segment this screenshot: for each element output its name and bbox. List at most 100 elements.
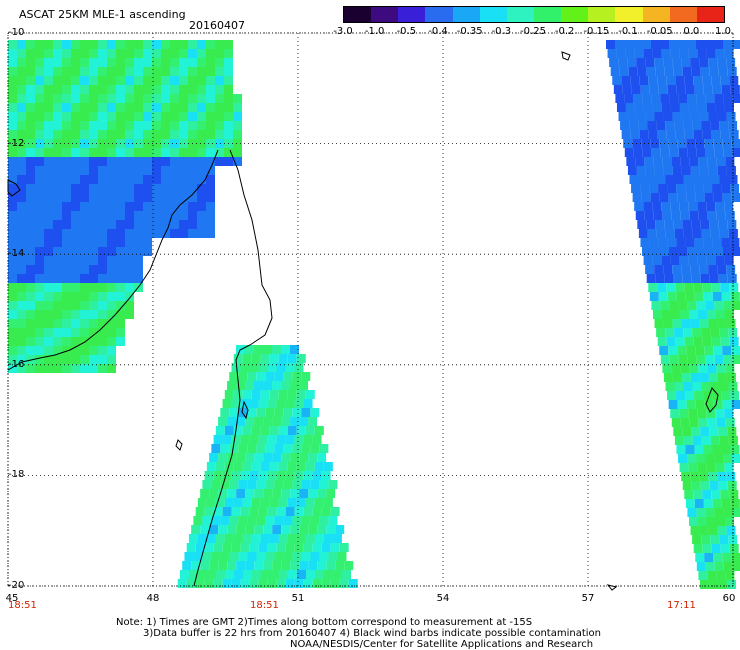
- swath-cell: [330, 507, 340, 516]
- swath-cell: [35, 76, 44, 85]
- swath-cell: [80, 229, 89, 238]
- swath-cell: [332, 570, 342, 579]
- swath-cell: [98, 202, 107, 211]
- swath-cell: [215, 139, 224, 148]
- swath-cell: [332, 534, 342, 543]
- swath-cell: [233, 112, 242, 121]
- swath-cell: [276, 435, 286, 444]
- swath-cell: [62, 184, 71, 193]
- swath-cell: [116, 49, 125, 58]
- swath-cell: [711, 544, 721, 553]
- swath-cell: [197, 220, 206, 229]
- swath-cell: [723, 247, 733, 256]
- swath-cell: [231, 579, 241, 588]
- swath-cell: [98, 229, 107, 238]
- swath-cell: [152, 49, 161, 58]
- swath-cell: [305, 570, 315, 579]
- swath-cell: [661, 202, 671, 211]
- swath-cell: [717, 58, 727, 67]
- swath-cell: [695, 346, 705, 355]
- swath-cell: [238, 516, 248, 525]
- swath-cell: [305, 534, 315, 543]
- swath-cell: [721, 238, 731, 247]
- swath-cell: [729, 544, 739, 553]
- swath-cell: [258, 471, 268, 480]
- map-date: 20160407: [189, 19, 245, 32]
- swath-cell: [35, 247, 44, 256]
- swath-cell: [152, 103, 161, 112]
- swath-cell: [17, 202, 26, 211]
- swath-cell: [107, 49, 116, 58]
- swath-cell: [215, 67, 224, 76]
- swath-cell: [712, 292, 722, 301]
- swath-cell: [256, 372, 266, 381]
- swath-cell: [674, 121, 684, 130]
- swath-cell: [125, 229, 134, 238]
- swath-cell: [202, 516, 212, 525]
- swath-cell: [134, 211, 143, 220]
- swath-cell: [179, 139, 188, 148]
- swath-cell: [708, 265, 718, 274]
- swath-cell: [53, 364, 62, 373]
- swath-cell: [116, 301, 125, 310]
- swath-cell: [702, 337, 712, 346]
- swath-cell: [715, 256, 725, 265]
- swath-cell: [53, 40, 62, 49]
- swath-cell: [107, 130, 116, 139]
- swath-cell: [644, 211, 654, 220]
- swath-cell: [675, 283, 685, 292]
- swath-cell: [35, 283, 44, 292]
- swath-cell: [725, 418, 735, 427]
- swath-cell: [651, 94, 661, 103]
- swath-cell: [211, 444, 221, 453]
- swath-cell: [317, 561, 327, 570]
- swath-cell: [161, 103, 170, 112]
- swath-cell: [283, 552, 293, 561]
- swath-cell: [80, 310, 89, 319]
- swath-cell: [728, 535, 738, 544]
- swath-cell: [730, 85, 740, 94]
- swath-cell: [726, 373, 736, 382]
- island-small-1: [175, 439, 183, 451]
- swath-cell: [719, 328, 729, 337]
- swath-cell: [71, 220, 80, 229]
- swath-cell: [683, 229, 693, 238]
- swath-cell: [233, 498, 243, 507]
- swath-cell: [661, 103, 671, 112]
- swath-cell: [8, 238, 17, 247]
- swath-cell: [107, 121, 116, 130]
- swath-cell: [8, 364, 17, 373]
- swath-cell: [161, 157, 170, 166]
- swath-cell: [648, 130, 658, 139]
- swath-cell: [116, 193, 125, 202]
- swath-cell: [134, 103, 143, 112]
- swath-cell: [287, 498, 297, 507]
- colorbar-segment: [642, 7, 670, 22]
- swath-cell: [269, 390, 279, 399]
- swath-cell: [718, 481, 728, 490]
- swath-cell: [242, 462, 252, 471]
- swath-cell: [26, 175, 35, 184]
- swath-cell: [134, 229, 143, 238]
- swath-cell: [233, 534, 243, 543]
- pass-time-1: 18:51: [8, 600, 37, 611]
- swath-cell: [35, 58, 44, 67]
- swath-cell: [195, 507, 205, 516]
- swath-cell: [17, 346, 26, 355]
- swath-cell: [26, 67, 35, 76]
- swath-cell: [698, 157, 708, 166]
- swath-cell: [665, 328, 675, 337]
- swath-cell: [609, 58, 619, 67]
- swath-cell: [721, 445, 731, 454]
- swath-cell: [44, 130, 53, 139]
- swath-cell: [344, 561, 354, 570]
- swath-cell: [312, 543, 322, 552]
- swath-cell: [35, 175, 44, 184]
- swath-cell: [236, 417, 246, 426]
- swath-cell: [292, 480, 302, 489]
- swath-cell: [666, 76, 676, 85]
- swath-cell: [98, 238, 107, 247]
- swath-cell: [645, 58, 655, 67]
- swath-cell: [143, 58, 152, 67]
- swath-cell: [215, 40, 224, 49]
